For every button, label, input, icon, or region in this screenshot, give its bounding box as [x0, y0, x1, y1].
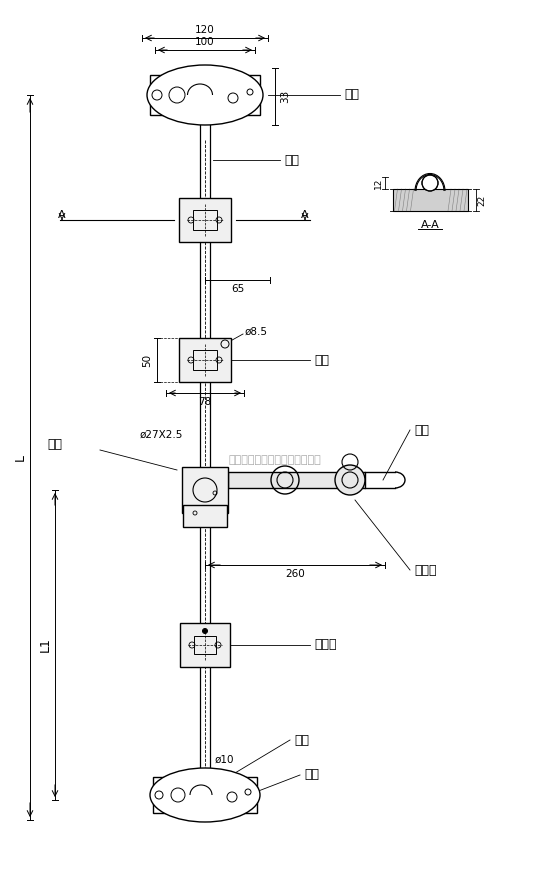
Wedge shape: [416, 177, 444, 191]
Text: 100: 100: [195, 37, 215, 47]
Text: 33: 33: [280, 90, 290, 103]
Ellipse shape: [147, 65, 263, 125]
Text: 22: 22: [477, 194, 486, 206]
Bar: [182, 467, 228, 513]
Text: 12: 12: [374, 177, 383, 189]
Text: 120: 120: [195, 25, 215, 35]
Bar: [180, 623, 230, 667]
Text: ø8.5: ø8.5: [245, 327, 268, 337]
Text: ø27X2.5: ø27X2.5: [140, 430, 183, 440]
Text: 手柄: 手柄: [414, 424, 429, 436]
Bar: [193, 210, 217, 230]
Ellipse shape: [150, 768, 260, 822]
Text: A: A: [301, 210, 309, 220]
Circle shape: [335, 465, 365, 495]
Circle shape: [202, 628, 207, 634]
Bar: [393, 189, 468, 211]
Text: A-A: A-A: [421, 220, 439, 230]
Text: 锁座: 锁座: [344, 89, 359, 102]
Bar: [150, 75, 260, 115]
Bar: [188, 95, 212, 103]
Circle shape: [422, 175, 438, 191]
Text: L: L: [14, 454, 26, 461]
Text: 定位环: 定位环: [314, 638, 337, 652]
Text: 方块: 方块: [47, 438, 63, 451]
Bar: [228, 472, 365, 488]
Text: 托架: 托架: [314, 353, 329, 367]
Text: L1: L1: [39, 637, 52, 653]
Bar: [153, 777, 257, 813]
Bar: [193, 350, 217, 370]
Bar: [179, 338, 231, 382]
Bar: [179, 198, 231, 242]
Text: 锁头: 锁头: [284, 154, 299, 166]
Text: 78: 78: [199, 397, 212, 407]
Text: 50: 50: [142, 353, 152, 367]
Text: 锁头: 锁头: [294, 733, 309, 746]
Text: 上海群唯五金橡塑制品有限公司: 上海群唯五金橡塑制品有限公司: [229, 455, 321, 465]
Text: A: A: [58, 210, 66, 220]
Text: 手柄座: 手柄座: [414, 563, 437, 577]
Text: 锁座: 锁座: [304, 769, 319, 781]
Text: ø10: ø10: [215, 755, 234, 765]
Text: 65: 65: [231, 284, 244, 294]
Bar: [190, 795, 212, 803]
Bar: [183, 505, 227, 527]
Text: 260: 260: [285, 569, 305, 579]
Bar: [194, 636, 216, 654]
